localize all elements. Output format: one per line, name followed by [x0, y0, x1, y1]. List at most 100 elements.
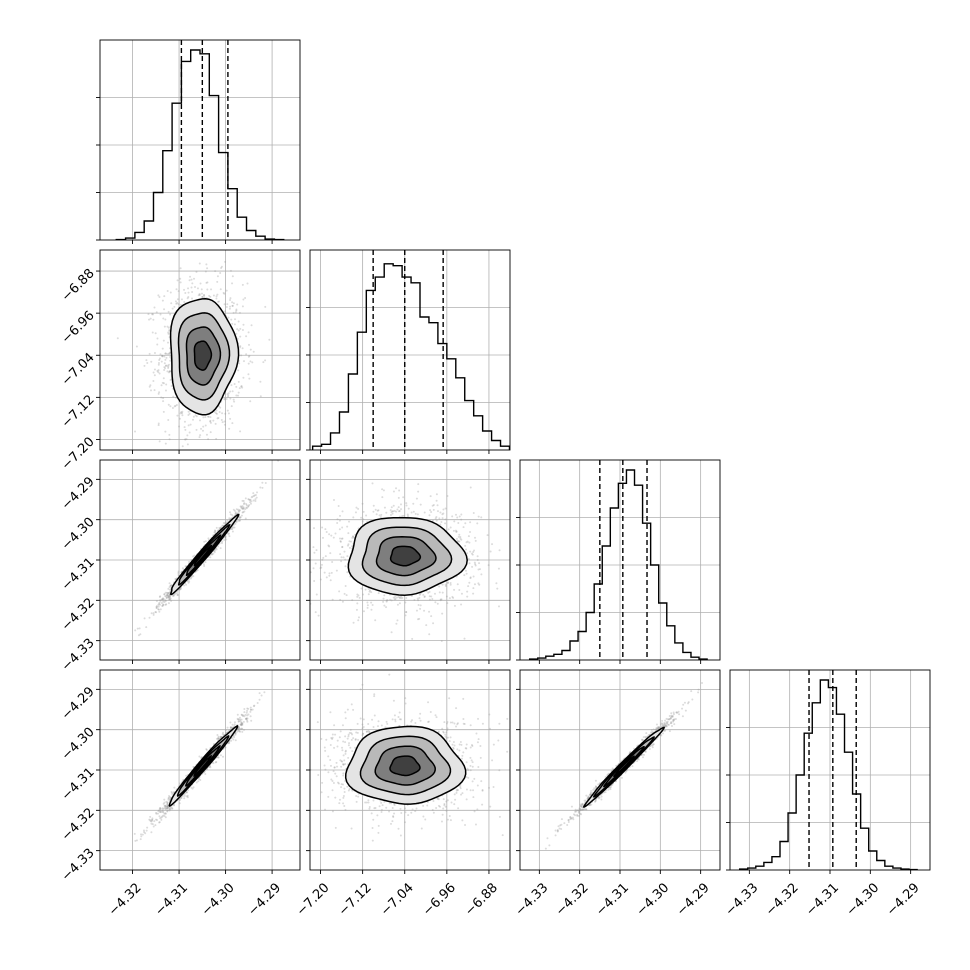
sample-point	[179, 277, 182, 280]
sample-point	[242, 507, 245, 510]
sample-point	[242, 323, 245, 326]
sample-point	[157, 363, 160, 366]
sample-point	[190, 286, 193, 289]
sample-point	[229, 397, 232, 400]
sample-point	[169, 584, 172, 587]
sample-point	[216, 280, 219, 283]
sample-point	[167, 594, 170, 597]
sample-point	[428, 595, 431, 598]
sample-point	[351, 535, 354, 538]
sample-point	[356, 602, 359, 605]
sample-point	[157, 422, 160, 425]
sample-point	[467, 585, 470, 588]
sample-point	[230, 318, 233, 321]
sample-point	[396, 508, 399, 511]
sample-point	[165, 364, 168, 367]
sample-point	[239, 516, 242, 519]
sample-point	[402, 496, 405, 499]
sample-point	[176, 414, 179, 417]
sample-point	[169, 405, 172, 408]
sample-point	[160, 396, 163, 399]
sample-point	[172, 594, 175, 597]
sample-point	[168, 370, 171, 373]
sample-point	[339, 553, 342, 556]
sample-point	[173, 593, 176, 596]
sample-point	[220, 526, 223, 529]
sample-point	[439, 598, 442, 601]
sample-point	[228, 535, 231, 538]
sample-point	[161, 381, 164, 384]
sample-point	[354, 511, 357, 514]
sample-point	[315, 549, 318, 552]
sample-point	[192, 555, 195, 558]
sample-point	[195, 270, 198, 273]
sample-point	[214, 761, 217, 764]
sample-point	[341, 600, 344, 603]
sample-point	[166, 593, 169, 596]
sample-point	[209, 420, 212, 423]
sample-point	[241, 508, 244, 511]
sample-point	[226, 303, 229, 306]
sample-point	[169, 597, 172, 600]
sample-point	[165, 383, 168, 386]
sample-point	[240, 385, 243, 388]
sample-point	[392, 490, 395, 493]
sample-point	[463, 637, 466, 640]
sample-point	[439, 599, 442, 602]
sample-point	[191, 494, 193, 496]
sample-point	[440, 520, 443, 523]
sample-point	[183, 426, 186, 429]
sample-point	[188, 431, 191, 434]
sample-point	[229, 511, 232, 514]
sample-point	[170, 599, 173, 602]
sample-point	[415, 497, 418, 500]
sample-point	[390, 506, 393, 509]
sample-point	[152, 318, 155, 321]
sample-point	[153, 389, 156, 392]
sample-point	[179, 281, 182, 284]
contour-line	[170, 513, 240, 596]
sample-point	[212, 419, 215, 422]
sample-point	[169, 806, 172, 809]
sample-point	[168, 807, 171, 810]
sample-point	[190, 575, 193, 578]
sample-point	[184, 438, 187, 441]
sample-point	[392, 504, 395, 507]
sample-point	[360, 516, 363, 519]
sample-point	[152, 380, 155, 383]
sample-point	[202, 425, 205, 428]
sample-point	[240, 506, 243, 509]
sample-point	[247, 355, 250, 358]
sample-point	[464, 544, 467, 547]
sample-point	[154, 824, 157, 827]
sample-point	[522, 547, 524, 549]
sample-point	[346, 544, 349, 547]
sample-point	[328, 572, 331, 575]
sample-point	[229, 417, 232, 420]
sample-point	[152, 612, 155, 615]
sample-point	[220, 542, 223, 545]
sample-point	[163, 308, 166, 311]
sample-point	[233, 400, 236, 403]
sample-point	[200, 288, 203, 291]
sample-point	[239, 335, 242, 338]
sample-point	[187, 410, 190, 413]
sample-point	[166, 806, 169, 809]
sample-point	[248, 354, 251, 357]
sample-point	[159, 599, 162, 602]
sample-point	[190, 278, 193, 281]
sample-point	[205, 263, 208, 266]
sample-point	[157, 392, 160, 395]
sample-point	[176, 302, 179, 305]
sample-point	[139, 838, 142, 841]
scatter-panel-3-1	[100, 460, 300, 660]
sample-point	[343, 592, 346, 595]
sample-point	[419, 607, 422, 610]
sample-point	[164, 389, 167, 392]
sample-point	[245, 504, 248, 507]
sample-point	[234, 739, 237, 742]
sample-point	[397, 510, 400, 513]
sample-point	[188, 580, 191, 583]
sample-point	[241, 499, 244, 502]
sample-point	[157, 603, 160, 606]
